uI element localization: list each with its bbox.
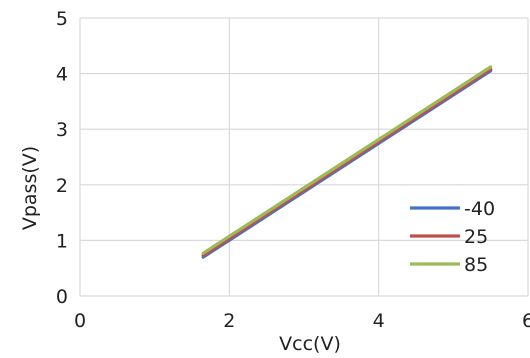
x-tick-label: 4	[373, 310, 385, 332]
y-tick-label: 3	[56, 119, 68, 141]
grid	[79, 17, 529, 297]
legend-label: 85	[464, 254, 488, 276]
series-line	[201, 65, 493, 255]
x-axis-label: Vcc(V)	[279, 333, 341, 355]
x-tick-label: 0	[74, 310, 86, 332]
legend: -40 25 85	[410, 198, 495, 276]
x-tick-label: 2	[223, 310, 235, 332]
series-lines	[201, 65, 493, 259]
tick-labels: 0 1 2 3 4 5 0 2 4 6	[56, 8, 530, 332]
y-tick-label: 0	[56, 286, 68, 308]
legend-label: -40	[464, 198, 495, 220]
series-line	[201, 67, 493, 257]
y-axis-label: Vpass(V)	[19, 146, 41, 230]
y-tick-label: 2	[56, 175, 68, 197]
legend-label: 25	[464, 226, 488, 248]
y-tick-label: 5	[56, 8, 68, 30]
y-tick-label: 1	[56, 230, 68, 252]
y-tick-label: 4	[56, 64, 68, 86]
x-tick-label: 6	[522, 310, 530, 332]
